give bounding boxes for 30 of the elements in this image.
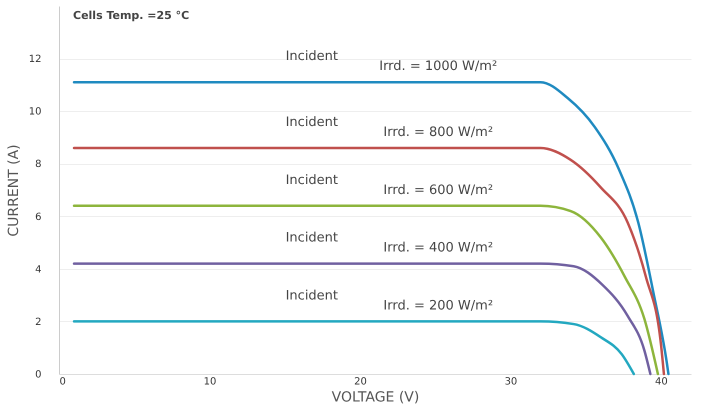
annotation: Incident [286, 230, 338, 246]
x-tick-label: 0 [60, 376, 66, 388]
y-tick-label: 2 [35, 316, 42, 328]
line-series [72, 204, 660, 376]
x-axis-title: VOLTAGE (V) [332, 390, 420, 406]
y-tick-label: 4 [35, 264, 42, 276]
annotation: Irrd. = 800 W/m² [383, 124, 494, 140]
line-series [72, 262, 652, 376]
line-series [72, 146, 666, 376]
annotation: Irrd. = 200 W/m² [383, 298, 494, 314]
annotation: Incident [286, 49, 338, 64]
x-tick-label: 40 [655, 376, 668, 388]
y-tick-label: 6 [35, 212, 42, 223]
annotation: Cells Temp. =25 °C [73, 9, 190, 22]
annotation: Irrd. = 600 W/m² [383, 182, 494, 198]
y-tick-label: 0 [35, 370, 42, 380]
y-tick-label: 10 [28, 106, 42, 118]
annotation: Irrd. = 1000 W/m² [379, 59, 498, 74]
annotation: Irrd. = 400 W/m² [383, 240, 494, 256]
annotation: Incident [286, 114, 338, 130]
y-tick-label: 12 [28, 54, 42, 66]
y-axis-title: CURRENT (A) [6, 144, 22, 237]
line-series [72, 320, 636, 376]
x-tick-label: 30 [504, 376, 518, 388]
line-series [72, 80, 670, 376]
annotation: Incident [286, 172, 338, 188]
x-tick-label: 10 [204, 376, 216, 388]
x-tick-label: 20 [354, 376, 367, 388]
y-tick-label: 8 [35, 159, 42, 170]
annotation: Incident [286, 288, 338, 304]
